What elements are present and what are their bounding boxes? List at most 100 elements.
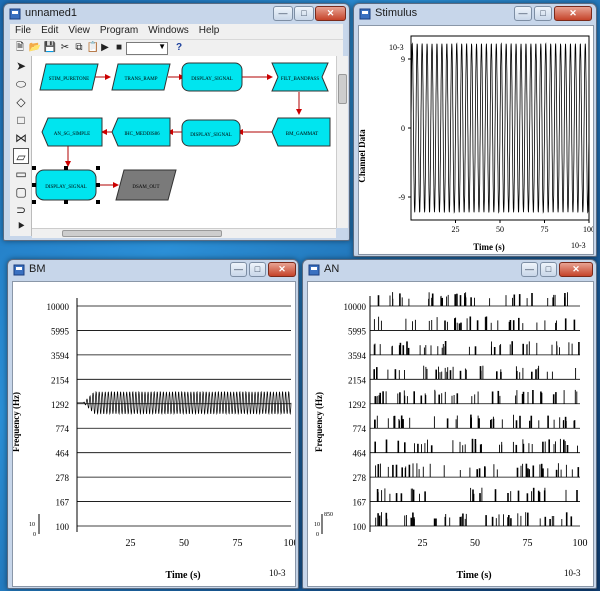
an-titlebar[interactable]: AN — □ ✕ (303, 260, 596, 280)
minimize-icon[interactable]: — (521, 262, 538, 277)
scale-bottom: 0 (33, 532, 36, 538)
y-multiplier: 10-3 (389, 43, 404, 52)
y-tick-label: -9 (398, 193, 405, 202)
channel-label: 774 (56, 424, 70, 434)
rounded-shape-icon[interactable]: ▢ (15, 185, 27, 199)
maximize-icon[interactable]: □ (249, 262, 266, 277)
channel-label: 464 (56, 449, 70, 459)
stimulus-plot-area: 10-3 Channel Data 9 0 -9 25 50 75 100 Time (s… (357, 25, 595, 255)
help-icon[interactable]: ? (175, 42, 183, 53)
channel-label: 1292 (348, 400, 366, 410)
minimize-icon[interactable]: — (514, 6, 532, 21)
stimulus-window-title: Stimulus (375, 7, 418, 19)
x-tick-label: 25 (126, 538, 136, 549)
rectangle-shape-icon[interactable]: □ (17, 113, 25, 127)
x-tick-label: 25 (418, 538, 428, 549)
block-filt-bandpass[interactable]: FILT_BANDPASS (271, 62, 329, 92)
bowtie-shape-icon[interactable]: ⋈ (15, 131, 27, 145)
stimulus-titlebar[interactable]: Stimulus — □ ✕ (354, 4, 596, 24)
block-display-signal-2[interactable]: DISPLAY_SIGNAL (181, 119, 241, 147)
bm-chart: Frequency (Hz) 10000 5995 3594 2154 1292 774 4… (11, 298, 299, 581)
scroll-thumb[interactable] (338, 74, 347, 104)
channel-label: 278 (353, 473, 367, 483)
selection-handles[interactable] (32, 166, 100, 204)
menu-view[interactable]: View (68, 25, 90, 36)
close-icon[interactable]: ✕ (554, 6, 592, 21)
close-icon[interactable]: ✕ (268, 262, 296, 277)
maximize-icon[interactable]: □ (540, 262, 557, 277)
pointer-icon[interactable]: ➤ (15, 59, 27, 73)
y-tick-label: 9 (401, 55, 405, 64)
block-dsam-out[interactable]: DSAM_OUT (115, 169, 177, 201)
block-trans-ramp[interactable]: TRANS_RAMP (111, 63, 171, 91)
bm-titlebar[interactable]: BM — □ ✕ (8, 260, 298, 280)
minimize-icon[interactable]: — (273, 6, 293, 21)
block-display-signal-1[interactable]: DISPLAY_SIGNAL (181, 62, 243, 92)
block-an-sg-simple[interactable]: AN_SG_SIMPLE (41, 117, 103, 147)
block-stim-puretone[interactable]: STIM_PURETONE (39, 63, 99, 91)
main-titlebar[interactable]: unnamed1 — □ ✕ (4, 4, 349, 24)
channel-label: 167 (353, 498, 367, 508)
channel-label: 2154 (348, 375, 367, 385)
channel-label: 464 (353, 449, 367, 459)
copy-icon[interactable]: ⧉ (75, 42, 83, 53)
x-multiplier: 10-3 (571, 241, 586, 250)
menu-help[interactable]: Help (198, 25, 220, 36)
minimize-icon[interactable]: — (230, 262, 247, 277)
x-axis-label: Time (s) (473, 242, 505, 252)
toolbar: 🗎 📂 💾 ✂ ⧉ 📋 ▶ ■ ▼ ? (10, 39, 343, 56)
diamond-shape-icon[interactable]: ◇ (16, 95, 26, 109)
block-label: DISPLAY_SIGNAL (191, 77, 233, 82)
close-icon[interactable]: ✕ (315, 6, 346, 21)
paste-icon[interactable]: 📋 (86, 42, 100, 53)
stop-icon[interactable]: ■ (115, 42, 123, 53)
maximize-icon[interactable]: □ (534, 6, 552, 21)
stimulus-chart: 10-3 Channel Data 9 0 -9 25 50 75 100 Time (s… (357, 35, 595, 252)
diagram-canvas[interactable]: STIM_PURETONE TRANS_RAMP DISPLAY_SIGNAL … (32, 56, 336, 228)
horizontal-scrollbar[interactable] (32, 228, 336, 238)
block-display-signal-3[interactable]: DISPLAY_SIGNAL (32, 166, 100, 204)
channel-label: 10000 (47, 302, 70, 312)
block-ihc-meddis86[interactable]: IHC_MEDDIS86 (111, 117, 171, 147)
bm-response-trace (77, 390, 292, 416)
parallelogram-shape-icon[interactable]: ▱ (13, 148, 29, 164)
y-axis-label: Frequency (Hz) (13, 392, 21, 452)
menu-file[interactable]: File (15, 25, 32, 36)
channel-label: 10000 (344, 302, 367, 312)
x-multiplier: 10-3 (269, 568, 286, 578)
channel-label: 100 (353, 522, 367, 532)
block-bm-gammat[interactable]: BM_GAMMAT (271, 117, 331, 147)
maximize-icon[interactable]: □ (294, 6, 314, 21)
menu-program[interactable]: Program (99, 25, 139, 36)
pentagon-shape-icon[interactable]: ⯈ (16, 219, 26, 233)
block-label: DISPLAY_SIGNAL (45, 185, 87, 190)
chevron-down-icon[interactable]: ▼ (158, 42, 166, 51)
an-chart: Frequency (Hz) 10000 5995 3594 2154 1292 774 4… (314, 292, 588, 581)
open-icon[interactable]: 📂 (28, 42, 42, 53)
menu-windows[interactable]: Windows (148, 25, 189, 36)
x-multiplier: 10-3 (564, 568, 581, 578)
new-file-icon[interactable]: 🗎 (15, 42, 25, 53)
module-combo[interactable]: ▼ (126, 42, 168, 55)
stimulus-window: Stimulus — □ ✕ 10-3 Channel Data 9 0 -9 25… (353, 3, 597, 257)
close-icon[interactable]: ✕ (559, 262, 593, 277)
ellipse-shape-icon[interactable]: ⬭ (15, 77, 27, 91)
scale-top: 10 (314, 522, 320, 528)
app-icon (359, 8, 371, 20)
y-tick-label: 0 (401, 124, 405, 133)
cut-icon[interactable]: ✂ (60, 42, 70, 53)
scroll-thumb[interactable] (62, 230, 222, 237)
menu-edit[interactable]: Edit (41, 25, 59, 36)
delay-shape-icon[interactable]: ⊃ (15, 203, 27, 217)
vertical-scrollbar[interactable] (336, 56, 348, 228)
run-icon[interactable]: ▶ (101, 42, 109, 53)
save-icon[interactable]: 💾 (43, 42, 57, 53)
y-axis-label: Frequency (Hz) (314, 392, 324, 452)
x-tick-label: 100 (573, 538, 588, 549)
block-label: DISPLAY_SIGNAL (190, 133, 232, 138)
x-tick-label: 75 (523, 538, 533, 549)
x-tick-label: 100 (583, 225, 593, 234)
scale-bar: 10 850 0 (314, 512, 333, 538)
scale-bar: 10 0 (29, 514, 40, 538)
document-shape-icon[interactable]: ▭ (15, 167, 27, 181)
